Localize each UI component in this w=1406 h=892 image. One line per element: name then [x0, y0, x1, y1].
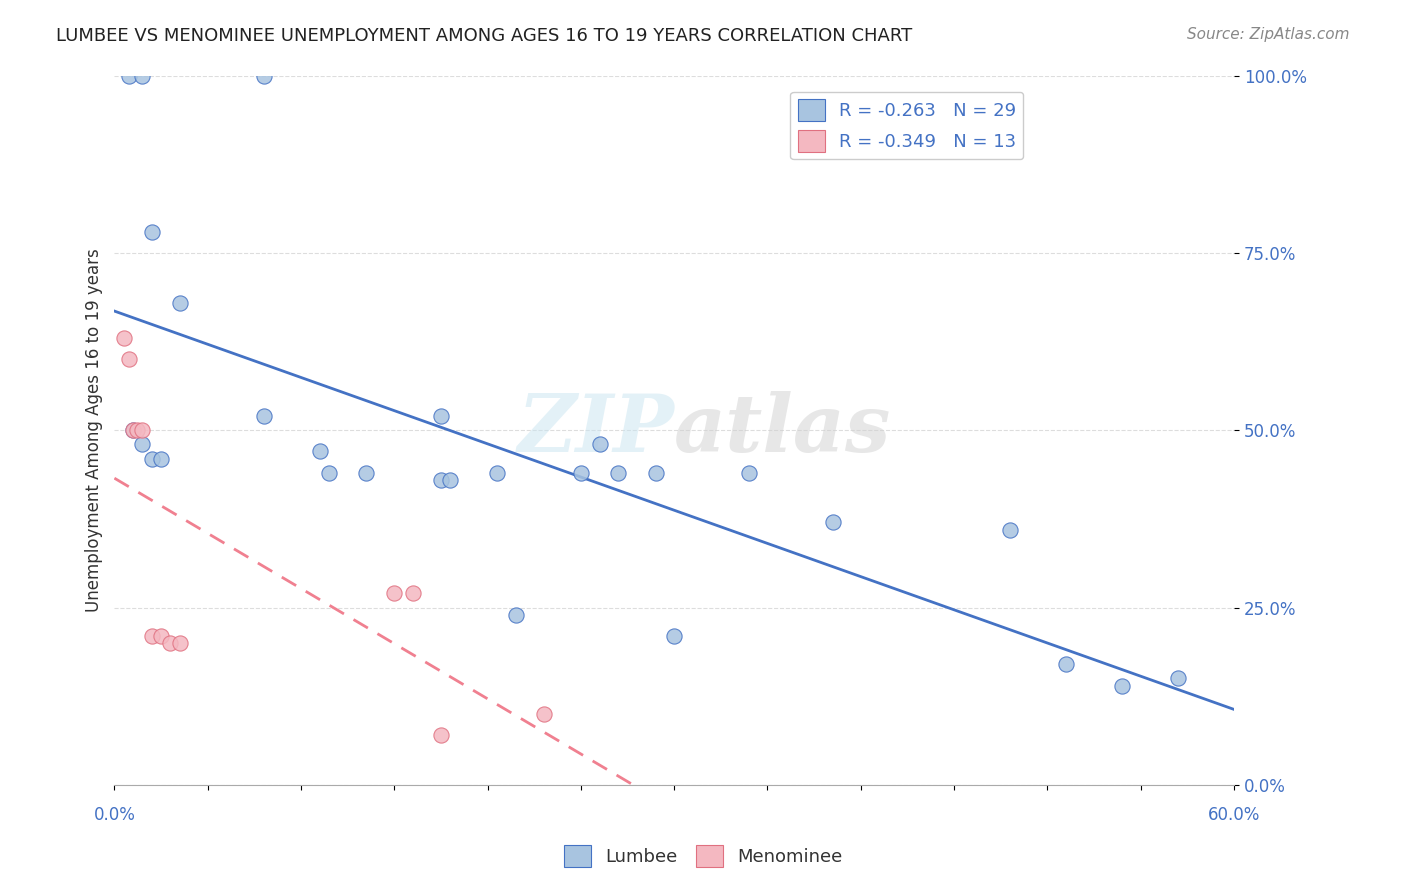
Point	[1111, 679, 1133, 693]
Text: ZIP: ZIP	[517, 392, 673, 469]
Point	[821, 516, 844, 530]
Point	[1167, 672, 1189, 686]
Point	[131, 423, 153, 437]
Point	[485, 466, 508, 480]
Point	[150, 629, 173, 643]
Point	[644, 466, 666, 480]
Point	[118, 352, 141, 367]
Y-axis label: Unemployment Among Ages 16 to 19 years: Unemployment Among Ages 16 to 19 years	[86, 248, 103, 612]
Point	[131, 437, 153, 451]
Point	[118, 69, 141, 83]
Point	[169, 636, 191, 650]
Point	[141, 629, 163, 643]
Point	[308, 444, 330, 458]
Text: Source: ZipAtlas.com: Source: ZipAtlas.com	[1187, 27, 1350, 42]
Point	[662, 629, 685, 643]
Legend: R = -0.263   N = 29, R = -0.349   N = 13: R = -0.263 N = 29, R = -0.349 N = 13	[790, 92, 1024, 159]
Text: 60.0%: 60.0%	[1208, 806, 1260, 824]
Point	[122, 423, 145, 437]
Point	[253, 409, 276, 423]
Point	[356, 466, 378, 480]
Point	[253, 69, 276, 83]
Point	[430, 409, 453, 423]
Point	[569, 466, 592, 480]
Point	[382, 586, 405, 600]
Point	[159, 636, 181, 650]
Text: LUMBEE VS MENOMINEE UNEMPLOYMENT AMONG AGES 16 TO 19 YEARS CORRELATION CHART: LUMBEE VS MENOMINEE UNEMPLOYMENT AMONG A…	[56, 27, 912, 45]
Point	[1054, 657, 1077, 672]
Text: atlas: atlas	[673, 392, 891, 469]
Point	[112, 331, 135, 345]
Point	[141, 225, 163, 239]
Point	[318, 466, 340, 480]
Point	[125, 423, 148, 437]
Point	[141, 451, 163, 466]
Point	[505, 607, 527, 622]
Point	[169, 295, 191, 310]
Point	[738, 466, 761, 480]
Text: 0.0%: 0.0%	[93, 806, 135, 824]
Point	[439, 473, 461, 487]
Point	[430, 728, 453, 742]
Point	[131, 69, 153, 83]
Point	[430, 473, 453, 487]
Point	[607, 466, 630, 480]
Point	[402, 586, 425, 600]
Point	[122, 423, 145, 437]
Point	[998, 523, 1021, 537]
Point	[588, 437, 610, 451]
Point	[150, 451, 173, 466]
Legend: Lumbee, Menominee: Lumbee, Menominee	[557, 838, 849, 874]
Point	[533, 706, 555, 721]
